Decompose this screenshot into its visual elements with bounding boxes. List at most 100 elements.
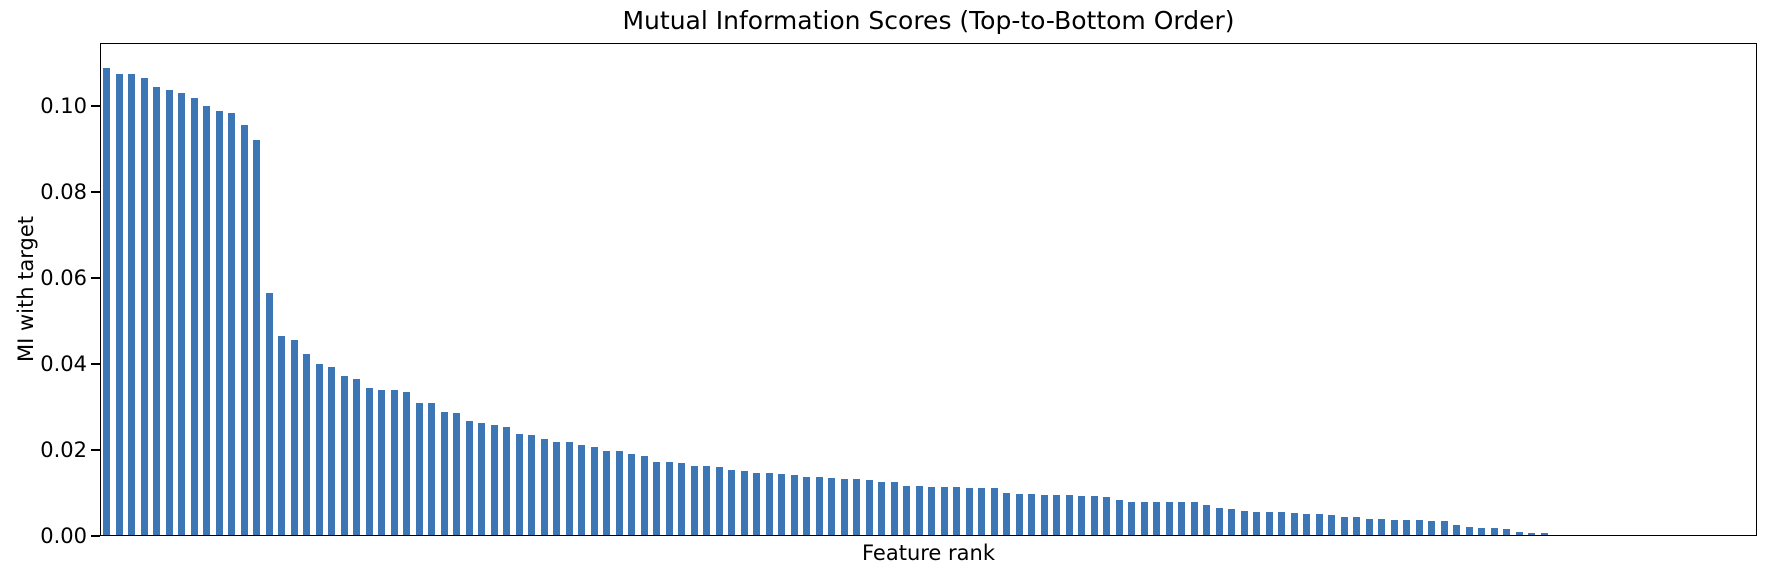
bar (1215, 508, 1223, 535)
bar (765, 473, 773, 535)
bar (328, 366, 335, 535)
bar (1540, 533, 1548, 535)
bar (665, 461, 673, 535)
bar (528, 434, 535, 535)
bar (1140, 501, 1148, 535)
chart-title: Mutual Information Scores (Top-to-Bottom… (622, 6, 1235, 35)
bar (115, 74, 123, 535)
y-tick-mark (91, 277, 100, 280)
bar (653, 461, 660, 535)
bar (390, 389, 398, 535)
bar (578, 444, 585, 535)
bar (428, 403, 435, 535)
bar (215, 110, 223, 535)
bar (1465, 526, 1473, 535)
bar (1328, 514, 1335, 535)
bar (640, 455, 648, 535)
y-tick-label: 0.02 (40, 438, 87, 463)
bar (1340, 516, 1348, 535)
bar (478, 423, 485, 535)
bar (865, 479, 873, 535)
bar (503, 427, 510, 535)
bar (540, 438, 548, 535)
bar (878, 482, 885, 535)
bar (628, 454, 635, 535)
bar (153, 87, 160, 535)
x-axis-label: Feature rank (861, 541, 995, 565)
bar (1378, 519, 1385, 535)
bar (1503, 529, 1510, 535)
bar (140, 78, 148, 535)
bar (1090, 496, 1098, 535)
bar (403, 391, 410, 535)
y-tick-mark (91, 363, 100, 366)
bar (303, 353, 310, 535)
y-tick-label: 0.04 (40, 352, 87, 377)
bar (1228, 508, 1235, 535)
bar (940, 486, 948, 535)
bar (728, 469, 735, 535)
bar (1515, 532, 1523, 535)
bar (178, 92, 185, 535)
y-tick-label: 0.06 (40, 266, 87, 291)
bar (715, 467, 723, 535)
bar (1078, 495, 1085, 535)
bar (928, 486, 935, 535)
bar (828, 477, 835, 535)
bar (490, 424, 498, 535)
bar (365, 387, 373, 535)
bar (128, 74, 135, 535)
bar (1128, 501, 1135, 535)
bar (1115, 499, 1123, 535)
bar (1053, 494, 1060, 535)
y-tick-label: 0.10 (40, 94, 87, 119)
bar (778, 473, 785, 535)
bar (1240, 510, 1248, 535)
y-tick-mark (91, 105, 100, 108)
bar (740, 470, 748, 535)
bar (703, 466, 710, 535)
bar (1103, 497, 1110, 535)
bar (203, 106, 210, 535)
bar (1365, 518, 1373, 535)
bar (678, 463, 685, 535)
bar (340, 376, 348, 535)
bar (1390, 519, 1398, 535)
y-tick-label: 0.00 (40, 524, 87, 548)
bar (278, 336, 285, 535)
bar (953, 486, 960, 535)
bar (965, 488, 973, 535)
bar (978, 488, 985, 535)
bar (415, 402, 423, 535)
bar (1403, 520, 1410, 535)
bar (753, 473, 760, 535)
bar (1203, 504, 1210, 535)
bar (1490, 528, 1498, 535)
bar (990, 488, 998, 535)
bar (915, 485, 923, 535)
bar (265, 293, 273, 535)
y-tick-mark (91, 191, 100, 194)
bar (290, 339, 298, 535)
bar (890, 482, 898, 535)
bar (515, 433, 523, 535)
bar (603, 450, 610, 535)
bar (690, 465, 698, 535)
bar (440, 411, 448, 535)
bar (103, 68, 110, 535)
bar (465, 420, 473, 535)
bar (1178, 502, 1185, 535)
bar (1353, 516, 1360, 535)
bar (453, 412, 460, 535)
bar (1040, 494, 1048, 535)
bar (840, 478, 848, 535)
bar (315, 363, 323, 535)
bar (815, 477, 823, 535)
bar (615, 450, 623, 535)
bar (378, 389, 385, 535)
bar (1265, 512, 1273, 535)
bar (590, 447, 598, 535)
bar (553, 442, 560, 535)
y-tick-mark (91, 449, 100, 452)
